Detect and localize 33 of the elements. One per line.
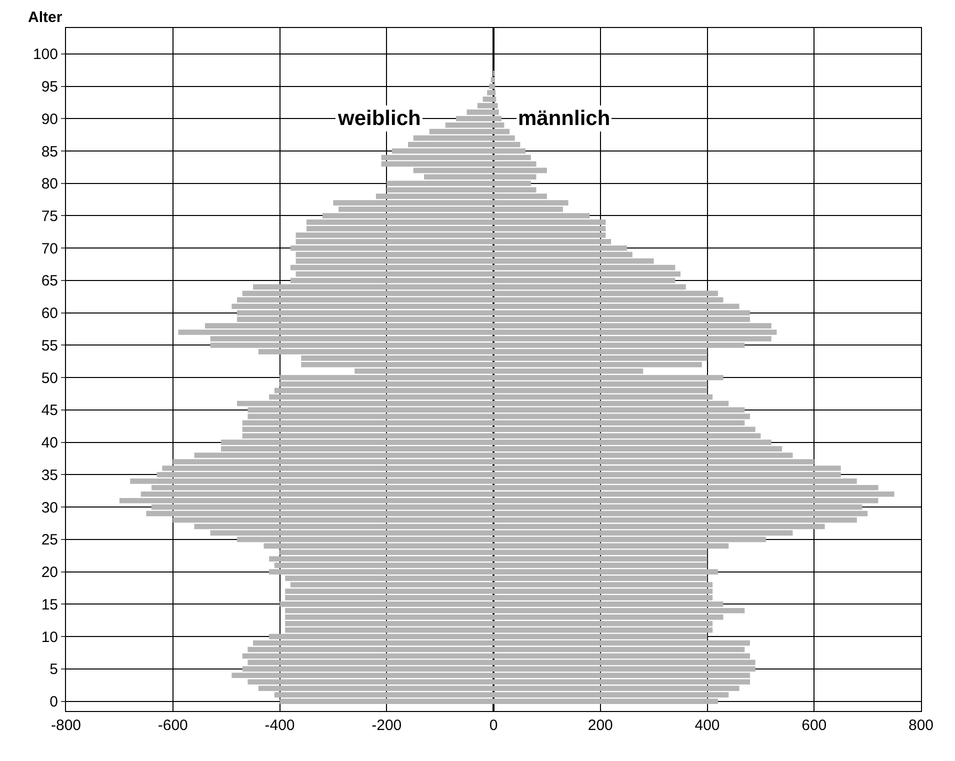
y-tick-label: 10 <box>41 628 58 646</box>
y-tick-label: 55 <box>41 337 58 354</box>
y-tick-label: 45 <box>41 402 58 420</box>
y-tick-label: 40 <box>41 434 58 452</box>
x-tick-label: 400 <box>694 717 720 734</box>
x-tick-label: 200 <box>588 717 613 734</box>
y-tick-label: 65 <box>41 272 58 290</box>
series-label: weiblich <box>337 107 421 130</box>
y-tick-label: 5 <box>50 661 58 678</box>
x-tick-label: -200 <box>372 717 402 734</box>
y-tick-label: 90 <box>41 110 58 128</box>
y-tick-label: 85 <box>41 143 58 160</box>
y-tick-label: 35 <box>41 466 58 484</box>
y-axis-title: Alter <box>28 9 62 26</box>
x-tick-label: 600 <box>802 717 827 734</box>
x-tick-label: -400 <box>264 717 295 734</box>
x-tick-label: -800 <box>50 717 82 734</box>
y-tick-label: 30 <box>41 499 58 516</box>
y-tick-label: 95 <box>41 78 58 96</box>
y-tick-label: 25 <box>41 532 58 549</box>
y-tick-label: 0 <box>50 694 58 711</box>
y-tick-label: 80 <box>41 176 58 193</box>
y-tick-label: 15 <box>41 596 58 614</box>
y-tick-label: 20 <box>41 564 58 582</box>
x-tick-label: -600 <box>158 717 188 734</box>
y-tick-label: 70 <box>41 240 58 258</box>
x-tick-label: 0 <box>489 717 498 734</box>
series-label: männlich <box>518 107 610 130</box>
y-tick-label: 50 <box>41 370 58 387</box>
y-tick-label: 100 <box>32 46 58 64</box>
y-tick-label: 75 <box>41 208 58 225</box>
y-tick-label: 60 <box>41 305 58 322</box>
x-tick-label: 800 <box>908 717 934 734</box>
